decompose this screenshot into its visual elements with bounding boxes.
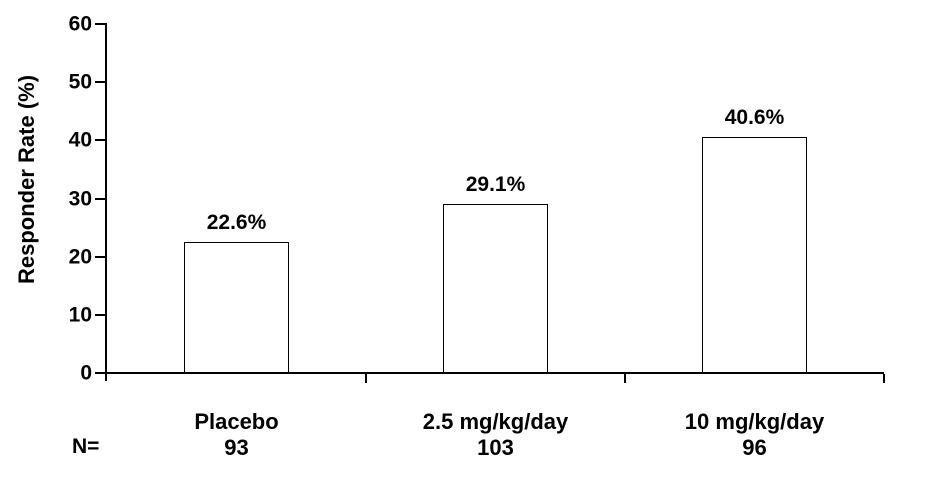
x-tick-mark xyxy=(365,374,367,383)
n-equals-label: N= xyxy=(72,435,100,458)
category-name: Placebo xyxy=(194,409,279,434)
y-tick-mark xyxy=(95,139,105,142)
bar-value-label: 22.6% xyxy=(206,210,267,234)
category-label: 10 mg/kg/day 96 xyxy=(685,409,824,461)
bar xyxy=(443,203,548,373)
x-tick-mark xyxy=(624,374,626,383)
x-axis-line xyxy=(107,372,884,374)
bar-value-label: 29.1% xyxy=(465,172,526,196)
bar xyxy=(702,136,807,373)
y-tick-label: 10 xyxy=(68,303,92,327)
y-tick-mark xyxy=(95,372,105,374)
y-tick-mark xyxy=(95,197,105,200)
y-tick-label: 20 xyxy=(68,245,92,269)
category-n-value: 103 xyxy=(477,435,514,460)
y-tick-mark xyxy=(95,23,105,25)
x-tick-mark xyxy=(883,374,885,383)
category-n-value: 96 xyxy=(742,435,767,460)
y-tick-mark xyxy=(95,255,105,258)
y-axis-line xyxy=(105,23,107,381)
y-tick-label: 50 xyxy=(68,70,92,94)
y-tick-mark xyxy=(95,81,105,84)
y-tick-mark xyxy=(95,313,105,316)
category-name: 2.5 mg/kg/day xyxy=(422,409,569,434)
bar-value-label: 40.6% xyxy=(724,105,785,129)
y-tick-label: 30 xyxy=(68,187,92,210)
category-n-value: 93 xyxy=(224,435,249,460)
bar xyxy=(184,241,289,373)
category-label: 2.5 mg/kg/day 103 xyxy=(423,409,569,461)
y-tick-label: 60 xyxy=(68,12,92,36)
y-tick-label: 40 xyxy=(68,128,92,152)
y-tick-label: 0 xyxy=(80,361,92,385)
category-name: 10 mg/kg/day xyxy=(684,409,825,434)
category-label: Placebo 93 xyxy=(194,409,278,461)
